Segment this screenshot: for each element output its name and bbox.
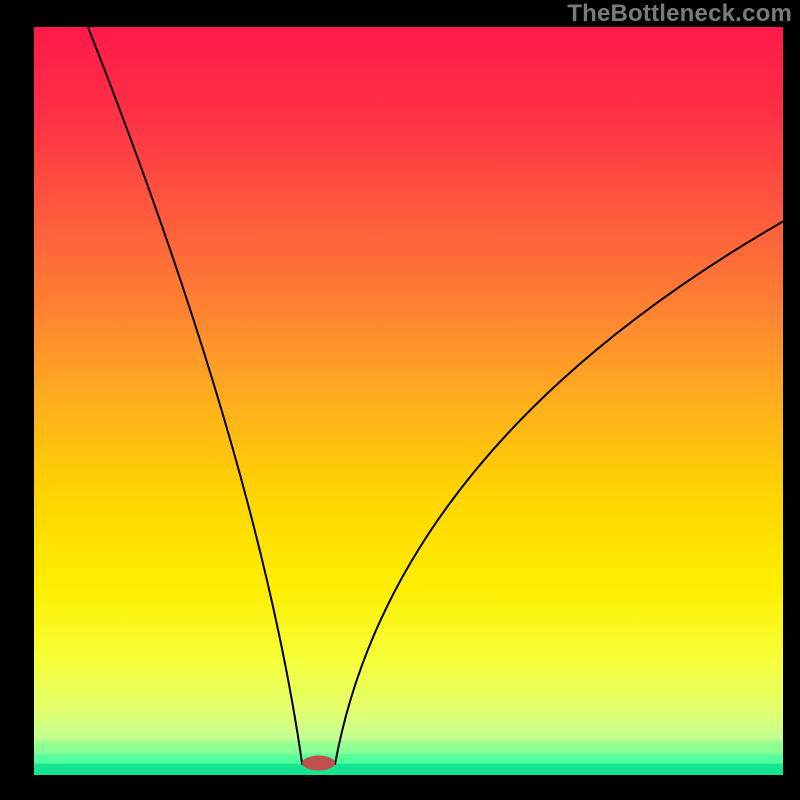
gradient-bands <box>34 741 783 775</box>
watermark-text: TheBottleneck.com <box>567 0 792 28</box>
bottleneck-chart <box>0 0 800 800</box>
plot-background <box>34 27 783 775</box>
optimal-point-marker <box>302 756 335 771</box>
